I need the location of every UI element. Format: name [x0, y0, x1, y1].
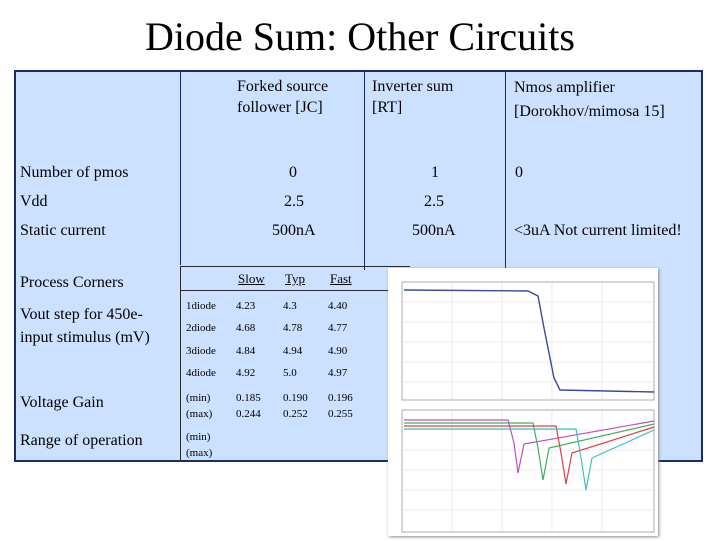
vout-fast-value: 4.77 [328, 322, 348, 334]
vout-row-label: 1diode [186, 300, 216, 312]
vout-fast-value: 4.90 [328, 345, 348, 357]
vdd-inverter-value: 2.5 [424, 193, 444, 210]
range-min-label: (min) [186, 431, 211, 443]
gain-fast-max: 0.255 [328, 408, 353, 420]
gain-fast-min: 0.196 [328, 392, 353, 404]
subgrid-top-border [180, 266, 410, 267]
row-label-range-of-operation: Range of operation [20, 432, 143, 449]
column-divider [364, 70, 365, 270]
vout-typ-value: 4.3 [283, 300, 297, 312]
gain-max-label: (max) [186, 408, 213, 420]
row-label-voltage-gain: Voltage Gain [20, 394, 104, 411]
response-curve [404, 422, 655, 481]
simulation-plot-svg [401, 281, 655, 533]
slide-title: Diode Sum: Other Circuits [145, 14, 575, 59]
row-label-vout-step: Vout step for 450e- input stimulus (mV) [20, 306, 150, 346]
pmos-inverter-value: 1 [431, 164, 439, 181]
vout-fast-value: 4.40 [328, 300, 348, 312]
subgrid-header-border [180, 290, 390, 291]
transfer-curve [403, 289, 655, 393]
vout-row-label: 3diode [186, 345, 216, 357]
column-divider [180, 70, 181, 265]
vout-slow-value: 4.84 [236, 345, 256, 357]
row-label-process-corners: Process Corners [20, 274, 124, 291]
vout-typ-value: 4.78 [283, 322, 303, 334]
corner-header-slow: Slow [238, 271, 265, 286]
vdd-forked-value: 2.5 [284, 193, 304, 210]
static-nmos-value: <3uA Not current limited! [514, 222, 682, 239]
pmos-forked-value: 0 [289, 164, 297, 181]
response-curve [404, 428, 655, 491]
vout-row-label: 4diode [186, 367, 216, 379]
gain-slow-max: 0.244 [236, 408, 261, 420]
column-header-inverter: Inverter sum [RT] [372, 78, 454, 116]
response-curve [404, 425, 655, 485]
column-header-forked: Forked source follower [JC] [237, 78, 329, 116]
gain-typ-min: 0.190 [283, 392, 308, 404]
corner-header-typ: Typ [285, 271, 306, 286]
column-divider [505, 70, 506, 270]
range-max-label: (max) [186, 447, 213, 459]
vout-slow-value: 4.23 [236, 300, 256, 312]
gain-min-label: (min) [186, 392, 211, 404]
vout-slow-value: 4.92 [236, 367, 256, 379]
row-label-vdd: Vdd [20, 193, 48, 210]
gain-typ-max: 0.252 [283, 408, 308, 420]
static-forked-value: 500nA [272, 222, 316, 239]
pmos-nmos-value: 0 [515, 164, 523, 181]
vout-row-label: 2diode [186, 322, 216, 334]
vout-typ-value: 4.94 [283, 345, 303, 357]
row-label-static-current: Static current [20, 222, 106, 239]
column-header-nmos: Nmos amplifier [Dorokhov/mimosa 15] [514, 79, 665, 120]
response-curve [404, 419, 655, 474]
simulation-plot [388, 268, 658, 536]
static-inverter-value: 500nA [412, 222, 456, 239]
vout-fast-value: 4.97 [328, 367, 348, 379]
subgrid-left-border [180, 266, 181, 462]
vout-slow-value: 4.68 [236, 322, 256, 334]
corner-header-fast: Fast [330, 271, 352, 286]
vout-typ-value: 5.0 [283, 367, 297, 379]
row-label-number-of-pmos: Number of pmos [20, 164, 129, 181]
gain-slow-min: 0.185 [236, 392, 261, 404]
